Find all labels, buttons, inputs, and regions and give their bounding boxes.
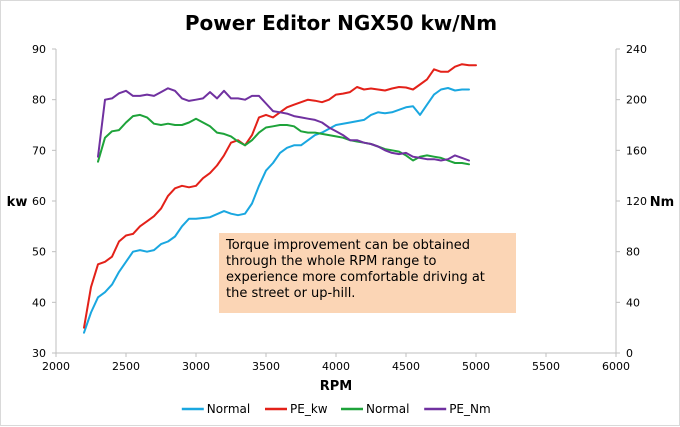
x-tick-label: 3000 [182, 360, 210, 373]
y-left-tick-label: 60 [32, 195, 46, 208]
y-right-tick-label: 80 [626, 246, 640, 259]
y-right-tick-label: 160 [626, 144, 647, 157]
series-line-normal [83, 87, 470, 334]
legend: Normal PE_kw Normal PE_Nm [181, 402, 491, 416]
x-ticks: 2000 2500 3000 3500 4000 4500 5000 5500 6000 [42, 353, 630, 373]
legend-label: Normal [207, 402, 250, 416]
y-left-tick-label: 90 [32, 43, 46, 56]
x-tick-label: 2000 [42, 360, 70, 373]
y-right-tick-label: 120 [626, 195, 647, 208]
y-axis-label-right: Nm [650, 195, 674, 210]
y-left-tick-label: 40 [32, 296, 46, 309]
chart-title: Power Editor NGX50 kw/Nm [185, 11, 497, 35]
annotation-box: Torque improvement can be obtained throu… [219, 233, 516, 313]
x-tick-label: 6000 [602, 360, 630, 373]
y-right-tick-label: 40 [626, 296, 640, 309]
x-tick-label: 5500 [532, 360, 560, 373]
x-tick-label: 4000 [322, 360, 350, 373]
x-tick-label: 5000 [462, 360, 490, 373]
legend-label: PE_Nm [449, 402, 490, 416]
y-right-tick-label: 240 [626, 43, 647, 56]
series-line-normal [97, 113, 470, 166]
legend-label: Normal [366, 402, 409, 416]
x-tick-label: 4500 [392, 360, 420, 373]
y-right-tick-label: 200 [626, 94, 647, 107]
y-left-tick-label: 50 [32, 246, 46, 259]
y-axis-label-left: kw [7, 195, 28, 210]
legend-label: PE_kw [290, 402, 328, 416]
x-axis-label: RPM [320, 379, 352, 394]
y-ticks-right: 0 40 80 120 160 200 240 [616, 43, 647, 360]
y-left-tick-label: 80 [32, 94, 46, 107]
y-ticks-left: 30 40 50 60 70 80 90 [32, 43, 56, 360]
y-left-tick-label: 70 [32, 144, 46, 157]
x-tick-label: 3500 [252, 360, 280, 373]
series-line-pe-nm [97, 87, 470, 162]
x-tick-label: 2500 [112, 360, 140, 373]
y-right-tick-label: 0 [626, 347, 633, 360]
y-left-tick-label: 30 [32, 347, 46, 360]
series-lines [83, 63, 477, 334]
